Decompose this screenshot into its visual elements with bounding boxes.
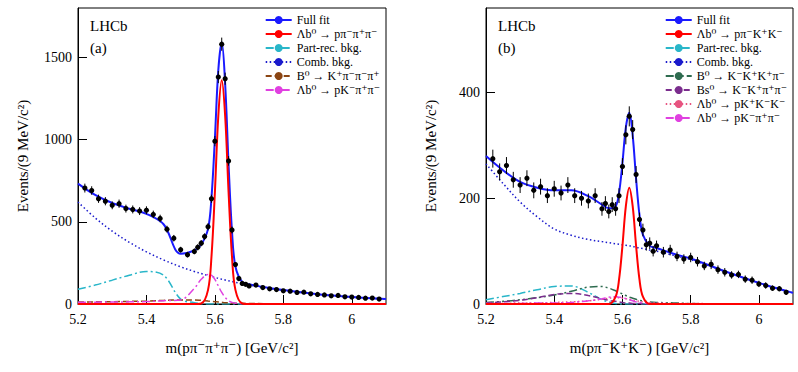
svg-text:400: 400: [459, 85, 480, 100]
svg-text:Full fit: Full fit: [697, 13, 731, 27]
svg-text:Λb⁰ → pK⁺K⁻K⁻: Λb⁰ → pK⁺K⁻K⁻: [697, 97, 786, 111]
svg-text:Comb. bkg.: Comb. bkg.: [697, 55, 753, 69]
svg-text:5.2: 5.2: [69, 312, 87, 327]
svg-text:Bs⁰ → K⁻K⁺π⁺π⁻: Bs⁰ → K⁻K⁺π⁺π⁻: [697, 83, 787, 97]
svg-text:Λb⁰ → pK⁻π⁺π⁻: Λb⁰ → pK⁻π⁺π⁻: [297, 83, 380, 97]
svg-text:B⁰ → K⁺π⁻π⁻π⁺: B⁰ → K⁺π⁻π⁻π⁺: [297, 69, 380, 83]
svg-text:Part-rec. bkg.: Part-rec. bkg.: [297, 41, 362, 55]
svg-text:5.6: 5.6: [614, 312, 632, 327]
svg-text:Part-rec. bkg.: Part-rec. bkg.: [697, 41, 762, 55]
svg-text:5.8: 5.8: [682, 312, 700, 327]
svg-text:Full fit: Full fit: [297, 13, 331, 27]
svg-text:LHCb: LHCb: [498, 18, 536, 34]
svg-text:6: 6: [755, 312, 762, 327]
svg-text:B⁰ → K⁻K⁺K⁺π⁻: B⁰ → K⁻K⁺K⁺π⁻: [697, 69, 785, 83]
svg-text:Events/(9 MeV/c²): Events/(9 MeV/c²): [15, 100, 32, 212]
svg-text:6: 6: [348, 312, 355, 327]
svg-text:m(pπ⁻K⁺K⁻) [GeV/c²]: m(pπ⁻K⁺K⁻) [GeV/c²]: [570, 340, 710, 357]
svg-text:Comb. bkg.: Comb. bkg.: [297, 55, 353, 69]
svg-text:LHCb: LHCb: [90, 18, 128, 34]
svg-text:5.2: 5.2: [477, 312, 495, 327]
svg-text:1000: 1000: [44, 132, 72, 147]
svg-text:0: 0: [473, 297, 480, 312]
svg-text:5.4: 5.4: [138, 312, 156, 327]
svg-text:(a): (a): [90, 40, 107, 57]
svg-text:(b): (b): [498, 40, 516, 57]
svg-text:m(pπ⁻π⁺π⁻) [GeV/c²]: m(pπ⁻π⁺π⁻) [GeV/c²]: [165, 340, 298, 357]
svg-text:Λb⁰ → pK⁻π⁺π⁻: Λb⁰ → pK⁻π⁺π⁻: [697, 111, 780, 125]
svg-text:1500: 1500: [44, 50, 72, 65]
svg-text:5.4: 5.4: [545, 312, 563, 327]
svg-text:Events/(9 MeV/c²): Events/(9 MeV/c²): [423, 100, 440, 212]
svg-text:5.6: 5.6: [206, 312, 224, 327]
svg-text:Λb⁰ → pπ⁻π⁺π⁻: Λb⁰ → pπ⁻π⁺π⁻: [297, 27, 378, 41]
svg-text:Λb⁰ → pπ⁻K⁺K⁻: Λb⁰ → pπ⁻K⁺K⁻: [697, 27, 783, 41]
svg-text:200: 200: [459, 191, 480, 206]
svg-text:5.8: 5.8: [275, 312, 293, 327]
svg-text:0: 0: [65, 297, 72, 312]
svg-text:500: 500: [51, 214, 72, 229]
